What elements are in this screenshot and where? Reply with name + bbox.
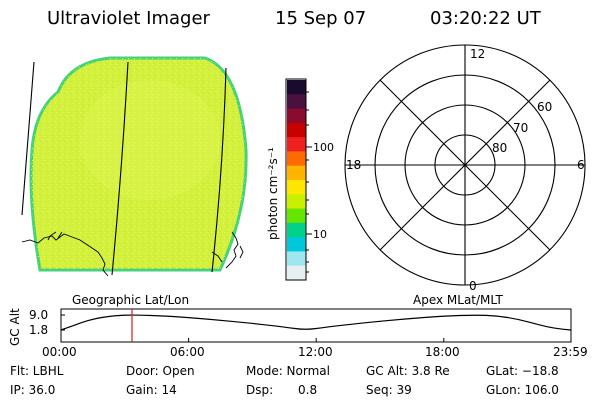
orbit-plot bbox=[60, 308, 572, 343]
orbit-ylabel: GC Alt bbox=[8, 308, 22, 346]
colorbar-frame bbox=[285, 78, 307, 281]
mlt-label-18: 18 bbox=[346, 158, 361, 172]
info-glon: GLon: 106.0 bbox=[486, 383, 559, 397]
meridian-lines bbox=[21, 61, 227, 276]
meridian-line bbox=[111, 61, 129, 276]
orbit-altitude-curve bbox=[60, 314, 571, 331]
colorbar-band bbox=[287, 237, 306, 253]
colorbar-band bbox=[287, 80, 306, 95]
orbit-xtick: 18:00 bbox=[425, 345, 460, 359]
mlat-label-70: 70 bbox=[513, 121, 528, 135]
orbit-xtick: 23:59 bbox=[553, 345, 588, 359]
mlt-label-6: 6 bbox=[577, 158, 585, 172]
colorbar-band bbox=[287, 137, 306, 153]
date-label: 15 Sep 07 bbox=[275, 8, 367, 29]
polar-diagonal bbox=[379, 79, 551, 251]
colorbar-band bbox=[287, 165, 306, 181]
colorbar-band bbox=[287, 194, 306, 210]
info-filter: Flt: LBHL bbox=[10, 364, 64, 378]
info-gc-alt: GC Alt: 3.8 Re bbox=[366, 364, 450, 378]
info-seq: Seq: 39 bbox=[366, 383, 412, 397]
globe-label: Geographic Lat/Lon bbox=[72, 293, 189, 307]
globe-image bbox=[29, 56, 248, 272]
colorbar-tick-100: 100 bbox=[313, 141, 334, 154]
mlt-label-0: 0 bbox=[469, 279, 477, 293]
colorbar-tick-10: 10 bbox=[313, 228, 327, 241]
info-ip: IP: 36.0 bbox=[10, 383, 56, 397]
info-door: Door: Open bbox=[126, 364, 195, 378]
colorbar-band bbox=[287, 251, 306, 267]
colorbar-band bbox=[287, 151, 306, 167]
polar-label: Apex MLat/MLT bbox=[413, 293, 503, 307]
colorbar-band bbox=[287, 265, 306, 281]
mlat-label-80: 80 bbox=[492, 141, 507, 155]
coastline bbox=[21, 233, 109, 277]
meridian-line bbox=[21, 61, 35, 216]
mlt-label-12: 12 bbox=[470, 47, 485, 61]
orbit-xtick: 06:00 bbox=[170, 345, 205, 359]
colorbar-unit-label: photon cm⁻²s⁻¹ bbox=[266, 147, 280, 240]
coastline bbox=[239, 245, 244, 259]
time-label: 03:20:22 UT bbox=[430, 8, 541, 29]
orbit-ytick-max: 9.0 bbox=[29, 308, 48, 322]
colorbar-band bbox=[287, 108, 306, 124]
info-dsp-label: Dsp: bbox=[246, 383, 274, 397]
info-gain: Gain: 14 bbox=[126, 383, 177, 397]
orbit-ytick-min: 1.8 bbox=[29, 323, 48, 337]
meridian-line bbox=[211, 67, 227, 273]
colorbar-band bbox=[287, 222, 306, 238]
coastline bbox=[211, 251, 223, 263]
colorbar-band bbox=[287, 94, 306, 110]
orbit-plot-frame bbox=[60, 308, 572, 343]
coastline bbox=[47, 231, 63, 241]
mlat-label-60: 60 bbox=[537, 100, 552, 114]
colorbar-band bbox=[287, 180, 306, 195]
info-glat: GLat: −18.8 bbox=[486, 364, 559, 378]
polar-grid bbox=[344, 44, 586, 286]
info-mode: Mode: Normal bbox=[246, 364, 330, 378]
orbit-xtick: 00:00 bbox=[42, 345, 77, 359]
coastline bbox=[225, 231, 239, 269]
colorbar bbox=[287, 80, 306, 281]
colorbar-band bbox=[287, 208, 306, 224]
app-title: Ultraviolet Imager bbox=[47, 8, 210, 29]
info-dsp-value: 0.8 bbox=[298, 383, 318, 397]
colorbar-band bbox=[287, 122, 306, 138]
coastlines bbox=[21, 231, 244, 277]
orbit-xtick: 12:00 bbox=[298, 345, 333, 359]
